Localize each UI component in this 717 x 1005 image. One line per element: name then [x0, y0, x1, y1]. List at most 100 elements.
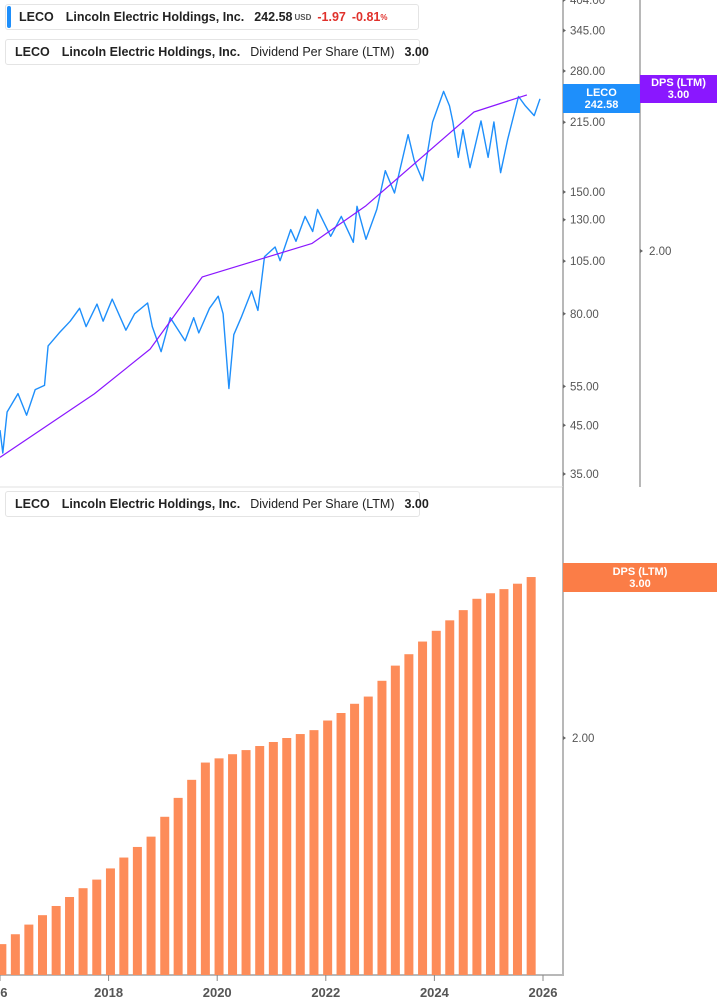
x-tick-label: 2018	[94, 985, 123, 1000]
dps-bar	[336, 712, 346, 975]
dps-bar	[241, 750, 251, 975]
dps-bar	[132, 846, 142, 975]
dps-bar	[187, 779, 197, 975]
dps-bar	[78, 888, 88, 975]
dps-bar	[200, 762, 210, 975]
price-tick-label: 105.00	[570, 256, 605, 268]
legend-ticker: LECO	[19, 10, 54, 24]
dps-line	[0, 94, 528, 458]
dps-bar	[119, 857, 129, 975]
dps-bottom-tick-label: 2.00	[572, 733, 594, 745]
dps-bar	[499, 589, 509, 975]
dps-bar	[0, 944, 7, 975]
x-tick-label: 2020	[203, 985, 232, 1000]
dps-bar	[24, 924, 34, 975]
dps-bar	[458, 610, 468, 975]
tick-mark	[563, 736, 566, 740]
dps-bar	[309, 730, 319, 975]
dps-bar	[214, 758, 224, 975]
price-tick-label: 150.00	[570, 187, 605, 199]
dps-bar	[160, 816, 170, 975]
dps-bar	[486, 593, 496, 975]
price-tick-label: 345.00	[570, 26, 605, 38]
price-tick-label: 404.00	[570, 0, 605, 7]
dps-tag-label: DPS (LTM)	[612, 565, 668, 578]
tick-mark	[640, 249, 643, 253]
dps-bar	[10, 934, 20, 975]
x-tick-label: 2022	[311, 985, 340, 1000]
price-tick-label: 80.00	[570, 309, 599, 321]
legend-color-swatch	[7, 6, 11, 28]
dps-bar	[268, 741, 278, 975]
dps-bar	[295, 734, 305, 975]
dps-bar	[92, 879, 102, 975]
series-lines	[0, 90, 541, 458]
dps-bar	[146, 836, 156, 975]
legend-currency: USD	[294, 12, 312, 22]
tick-mark	[563, 472, 566, 476]
dps-bars	[0, 577, 536, 975]
x-tick-label: 16	[0, 985, 7, 1000]
dps-bar	[390, 665, 400, 975]
legend-ticker: LECO	[15, 497, 50, 511]
dps-bar	[445, 620, 455, 975]
legend-change: -1.97	[317, 10, 346, 24]
tick-mark	[563, 217, 566, 222]
dps-bar	[51, 905, 61, 975]
price-tag: LECO 242.58	[563, 84, 640, 113]
dps-bar	[526, 577, 536, 975]
axes	[0, 0, 641, 976]
legend-value: 3.00	[404, 45, 429, 59]
price-tick-label: 280.00	[570, 66, 605, 78]
dps-bar	[323, 720, 333, 975]
dps-bar	[38, 915, 48, 975]
tick-mark	[563, 423, 566, 428]
tick-mark	[563, 384, 566, 389]
legend-company-name: Lincoln Electric Holdings, Inc.	[65, 10, 245, 24]
dps-tag-value: 3.00	[667, 89, 690, 101]
price-tick-label: 35.00	[570, 469, 599, 481]
dps-bar	[363, 696, 373, 975]
price-tick-label: 45.00	[570, 420, 599, 432]
legend-company-name: Lincoln Electric Holdings, Inc.	[61, 497, 241, 511]
dps-bar	[472, 598, 482, 975]
legend-company-name: Lincoln Electric Holdings, Inc.	[61, 45, 241, 59]
tick-mark	[563, 28, 566, 33]
price-legend[interactable]: LECO Lincoln Electric Holdings, Inc. 242…	[5, 4, 419, 30]
tick-mark	[563, 259, 566, 264]
dps-tick-label: 2.00	[649, 246, 671, 258]
x-tick-label: 2024	[420, 985, 450, 1000]
dps-tag-value: 3.00	[629, 577, 651, 590]
legend-price: 242.58	[254, 10, 293, 24]
dps-bar	[282, 738, 292, 975]
tick-mark	[563, 311, 566, 316]
legend-metric: Dividend Per Share (LTM)	[250, 497, 395, 511]
legend-ticker: LECO	[15, 45, 50, 59]
price-tick-label: 215.00	[570, 117, 605, 129]
dps-tag-bottom: DPS (LTM) 3.00	[563, 563, 717, 592]
x-tick-label: 2026	[529, 985, 558, 1000]
legend-value: 3.00	[404, 497, 429, 511]
dps-bar	[431, 630, 441, 975]
dps-bar	[173, 797, 183, 975]
legend-pct-sign: %	[380, 12, 388, 22]
price-tag-label: LECO	[586, 86, 617, 99]
dps-bar	[418, 641, 428, 975]
price-tick-label: 130.00	[570, 215, 605, 227]
price-tick-label: 55.00	[570, 381, 599, 393]
legend-metric: Dividend Per Share (LTM)	[250, 45, 395, 59]
dps-bar	[377, 680, 387, 975]
dps-bar	[105, 868, 115, 975]
tick-mark	[563, 0, 566, 2]
tick-mark	[563, 69, 566, 74]
price-line	[0, 90, 541, 454]
price-tag-value: 242.58	[584, 98, 619, 111]
dps-bar	[65, 896, 75, 975]
dps-tag-top: DPS (LTM) 3.00	[640, 75, 717, 103]
dps-tag-label: DPS (LTM)	[651, 77, 706, 89]
dps-bar	[255, 746, 265, 975]
dps-legend-bottom[interactable]: LECO Lincoln Electric Holdings, Inc. Div…	[5, 491, 429, 517]
dps-legend-top[interactable]: LECO Lincoln Electric Holdings, Inc. Div…	[5, 39, 429, 65]
dps-bar	[404, 654, 414, 975]
